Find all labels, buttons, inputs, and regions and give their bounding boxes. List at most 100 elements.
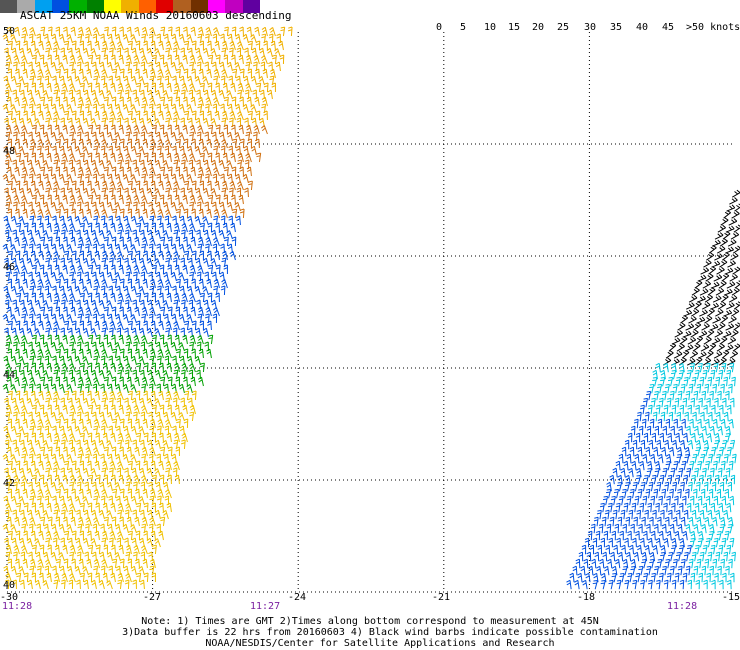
wind-barb-west-1322	[117, 321, 124, 331]
wind-barb-west-492	[110, 124, 116, 135]
wind-barb-west-1231	[34, 299, 41, 310]
wind-barb-east-57	[686, 302, 695, 310]
wind-barb-west-2092	[78, 558, 84, 569]
wind-barb-west-661	[173, 159, 179, 170]
wind-barb-east-20	[732, 245, 740, 254]
wind-barb-west-2078	[114, 552, 121, 562]
wind-barb-west-1710	[53, 432, 60, 443]
wind-barb-east-336	[659, 474, 665, 485]
wind-barb-west-1072	[101, 257, 107, 268]
wind-barb-west-721	[156, 173, 161, 184]
wind-barb-west-1624	[118, 404, 124, 415]
wind-barb-west-2143	[27, 579, 33, 590]
wind-barb-west-704	[21, 173, 27, 184]
scale-swatch-0	[0, 0, 18, 13]
wind-barb-west-1543	[43, 383, 49, 394]
wind-barb-west-1855	[141, 475, 148, 485]
wind-barb-west-496	[141, 125, 148, 135]
wind-barb-west-90	[158, 40, 164, 51]
wind-barb-west-95	[199, 40, 204, 50]
wind-barb-east-608	[616, 579, 622, 590]
wind-barb-east-391	[705, 495, 711, 506]
wind-barb-east-572	[661, 565, 667, 576]
wind-barb-west-271	[213, 75, 219, 86]
wind-barb-east-7	[728, 218, 738, 226]
wind-barb-west-345	[259, 89, 265, 100]
wind-barb-west-796	[13, 194, 20, 205]
wind-barb-west-1719	[125, 433, 132, 443]
wind-barb-west-434	[173, 111, 180, 121]
wind-barb-west-901	[130, 215, 137, 226]
wind-barb-west-1140	[196, 271, 202, 282]
wind-barb-east-193	[729, 397, 735, 408]
wind-barb-west-2020	[128, 530, 133, 541]
wind-barb-west-767	[26, 187, 33, 198]
wind-barb-west-1053	[184, 250, 190, 261]
wind-barb-west-849	[196, 201, 202, 212]
wind-barb-west-1904	[18, 496, 25, 506]
wind-barb-east-206	[636, 411, 642, 422]
wind-barb-east-163	[672, 383, 678, 394]
wind-barb-east-603	[574, 579, 580, 590]
wind-barb-west-977	[40, 236, 46, 247]
wind-barb-west-1775	[28, 453, 34, 464]
wind-barb-west-136	[244, 47, 249, 58]
wind-barb-west-514	[20, 131, 26, 142]
wind-barb-west-333	[162, 90, 169, 100]
wind-barb-west-140	[274, 48, 281, 58]
wind-barb-west-458	[101, 117, 107, 128]
wind-barb-west-998	[205, 236, 212, 247]
wind-barb-west-457	[90, 118, 97, 128]
wind-barb-west-1185	[108, 285, 113, 296]
wind-barb-west-1266	[104, 306, 109, 317]
wind-barb-west-973	[6, 236, 12, 247]
wind-barb-west-1284	[28, 313, 34, 324]
wind-barb-east-372	[685, 488, 690, 499]
wind-barb-west-1510	[180, 369, 186, 380]
wind-barb-west-1046	[128, 250, 133, 261]
wind-barb-west-1571	[79, 390, 84, 400]
wind-barb-west-1873	[106, 481, 113, 492]
wind-barb-west-37	[10, 34, 17, 44]
wind-barb-west-1523	[85, 376, 92, 387]
wind-barb-west-979	[55, 236, 60, 246]
wind-barb-west-23	[190, 26, 196, 37]
wind-barb-east-350	[640, 481, 646, 492]
wind-barb-east-559	[720, 558, 725, 569]
wind-barb-west-782	[146, 187, 153, 198]
wind-barb-west-2154	[117, 579, 123, 590]
wind-barb-east-102	[668, 343, 677, 352]
wind-barb-east-439	[672, 516, 678, 527]
wind-barb-west-114	[67, 47, 73, 58]
wind-barb-west-124	[146, 47, 153, 58]
wind-barb-west-361	[119, 96, 124, 107]
wind-barb-west-1171	[221, 279, 228, 289]
wind-barb-east-182	[643, 397, 649, 408]
wind-barb-west-223	[101, 69, 108, 79]
wind-barb-west-1561	[186, 384, 193, 394]
wind-barb-west-372	[205, 96, 212, 107]
wind-barb-west-933	[151, 222, 156, 232]
wind-barb-east-260	[648, 439, 654, 450]
wind-barb-west-2005	[8, 530, 13, 541]
wind-barb-west-1716	[102, 432, 108, 443]
wind-barb-west-2155	[124, 579, 130, 590]
wind-barb-west-817	[182, 194, 188, 205]
wind-barb-east-244	[627, 432, 633, 443]
wind-barb-west-1212	[102, 292, 108, 303]
wind-barb-west-541	[234, 132, 241, 142]
wind-barb-west-568	[198, 138, 204, 149]
wind-barb-east-526	[617, 551, 624, 562]
wind-barb-west-847	[178, 202, 185, 212]
wind-barb-west-1669	[93, 418, 100, 429]
wind-barb-west-1808	[117, 461, 124, 471]
wind-barb-west-389	[77, 103, 83, 114]
wind-barb-west-2049	[39, 544, 45, 555]
wind-barb-west-1889	[71, 488, 76, 499]
wind-barb-east-320	[654, 467, 660, 478]
wind-barb-west-1978	[111, 516, 117, 527]
wind-barb-west-1939	[136, 502, 142, 513]
wind-barb-west-266	[172, 75, 177, 86]
wind-barb-east-456	[661, 523, 667, 534]
wind-barb-west-712	[84, 173, 90, 184]
